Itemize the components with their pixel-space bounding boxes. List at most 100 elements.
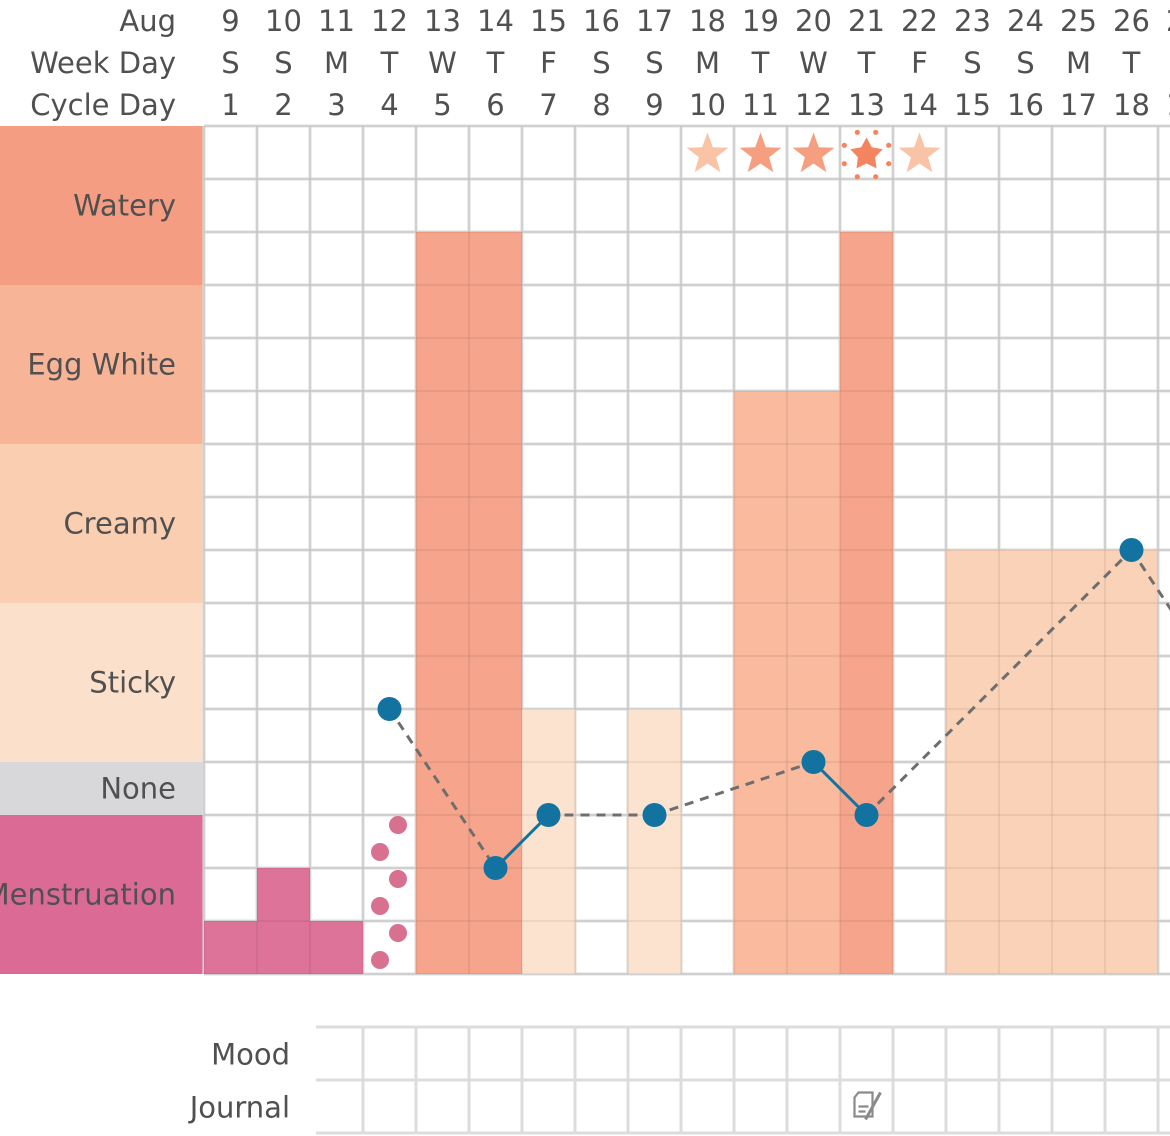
fluid-bar[interactable] bbox=[999, 550, 1052, 974]
journal-cell[interactable] bbox=[418, 1082, 467, 1131]
day-column-header[interactable]: 15 F 7 bbox=[530, 4, 567, 122]
day-column-header[interactable]: 19 T 11 bbox=[742, 4, 779, 122]
mood-cell[interactable] bbox=[471, 1029, 520, 1078]
day-column-header[interactable]: 14 T 6 bbox=[477, 4, 514, 122]
temperature-point[interactable] bbox=[854, 803, 879, 827]
day-column-header[interactable]: 23 S 15 bbox=[954, 4, 991, 122]
journal-cell[interactable] bbox=[683, 1082, 732, 1131]
fluid-bar[interactable] bbox=[840, 232, 893, 974]
cycle-day-tick-label: 16 bbox=[1007, 88, 1044, 122]
journal-cell[interactable] bbox=[1107, 1082, 1156, 1131]
fluid-bar[interactable] bbox=[1105, 550, 1158, 974]
fertility-star-light[interactable] bbox=[898, 132, 941, 173]
journal-cell[interactable] bbox=[736, 1082, 785, 1131]
temperature-point[interactable] bbox=[642, 803, 667, 827]
fertility-star-medium[interactable] bbox=[792, 132, 835, 173]
day-column-header[interactable]: 13 W 5 bbox=[424, 4, 461, 122]
day-column-header[interactable]: 22 F 14 bbox=[901, 4, 938, 122]
weekday-tick-label: T bbox=[751, 46, 770, 80]
journal-cell[interactable] bbox=[524, 1082, 573, 1131]
journal-cell[interactable] bbox=[471, 1082, 520, 1131]
fluid-bar[interactable] bbox=[946, 550, 999, 974]
fluid-bar[interactable] bbox=[522, 709, 575, 974]
day-column-header[interactable]: 21 T 13 bbox=[848, 4, 885, 122]
mood-cell[interactable] bbox=[1160, 1029, 1170, 1078]
weekday-tick-label: T bbox=[380, 46, 399, 80]
cycle-day-tick-label: 18 bbox=[1113, 88, 1150, 122]
journal-cell[interactable] bbox=[895, 1082, 944, 1131]
temperature-point[interactable] bbox=[483, 856, 508, 880]
mood-cell[interactable] bbox=[1054, 1029, 1103, 1078]
weekday-tick-label: S bbox=[1016, 46, 1034, 80]
temperature-point[interactable] bbox=[1119, 538, 1144, 562]
mood-cell[interactable] bbox=[524, 1029, 573, 1078]
mood-cell[interactable] bbox=[842, 1029, 891, 1078]
menstruation-bar[interactable] bbox=[257, 868, 310, 974]
mood-cell[interactable] bbox=[365, 1029, 414, 1078]
journal-cell[interactable] bbox=[1054, 1082, 1103, 1131]
day-column-header[interactable]: 12 T 4 bbox=[371, 4, 408, 122]
spotting-dot[interactable] bbox=[371, 951, 389, 969]
pen-icon bbox=[864, 1091, 882, 1121]
journal-cell[interactable] bbox=[1001, 1082, 1050, 1131]
weekday-tick-label: F bbox=[540, 46, 557, 80]
mood-cell[interactable] bbox=[895, 1029, 944, 1078]
mood-cell[interactable] bbox=[1107, 1029, 1156, 1078]
day-column-header[interactable]: 26 T 18 bbox=[1113, 4, 1150, 122]
date-tick-label: 20 bbox=[795, 4, 832, 38]
journal-cell[interactable] bbox=[948, 1082, 997, 1131]
mood-cell[interactable] bbox=[418, 1029, 467, 1078]
day-column-header[interactable]: 20 W 12 bbox=[795, 4, 832, 122]
burst-spark-icon bbox=[854, 174, 860, 180]
day-column-header[interactable]: 11 M 3 bbox=[318, 4, 355, 122]
mood-cell[interactable] bbox=[948, 1029, 997, 1078]
day-column-header[interactable]: 18 M 10 bbox=[689, 4, 726, 122]
cycle-day-tick-label: 19 bbox=[1166, 88, 1170, 122]
mood-cell[interactable] bbox=[577, 1029, 626, 1078]
day-column-header[interactable]: 16 S 8 bbox=[583, 4, 620, 122]
spotting-dot[interactable] bbox=[371, 897, 389, 915]
journal-cell[interactable] bbox=[1160, 1082, 1170, 1131]
journal-cell[interactable] bbox=[789, 1082, 838, 1131]
fertility-star-peak[interactable] bbox=[841, 129, 892, 180]
fluid-bar[interactable] bbox=[787, 391, 840, 974]
star-icon bbox=[739, 132, 782, 173]
mood-cell[interactable] bbox=[1001, 1029, 1050, 1078]
spotting-dot[interactable] bbox=[371, 843, 389, 861]
mood-cell[interactable] bbox=[683, 1029, 732, 1078]
day-column-header[interactable]: 17 S 9 bbox=[636, 4, 673, 122]
fluid-bar[interactable] bbox=[416, 232, 469, 974]
weekday-tick-label: M bbox=[324, 46, 349, 80]
day-column-header[interactable]: 10 S 2 bbox=[265, 4, 302, 122]
journal-cell[interactable] bbox=[577, 1082, 626, 1131]
mood-cell[interactable] bbox=[789, 1029, 838, 1078]
day-column-header[interactable]: 9 S 1 bbox=[221, 4, 239, 122]
date-tick-label: 14 bbox=[477, 4, 514, 38]
temperature-point[interactable] bbox=[536, 803, 561, 827]
temperature-point[interactable] bbox=[801, 750, 826, 774]
weekday-tick-label: T bbox=[857, 46, 876, 80]
day-column-header[interactable]: 27W19 bbox=[1166, 4, 1170, 122]
cycle-day-tick-label: 14 bbox=[901, 88, 938, 122]
fertility-star-light[interactable] bbox=[686, 132, 729, 173]
day-column-header[interactable]: 25 M 17 bbox=[1060, 4, 1097, 122]
mood-cell[interactable] bbox=[736, 1029, 785, 1078]
temperature-point[interactable] bbox=[377, 697, 402, 721]
journal-note-icon[interactable] bbox=[853, 1091, 882, 1121]
spotting-dot[interactable] bbox=[389, 924, 407, 942]
cycle-day-tick-label: 11 bbox=[742, 88, 779, 122]
fluid-bar[interactable] bbox=[628, 709, 681, 974]
menstruation-bar[interactable] bbox=[204, 921, 257, 974]
menstruation-bar[interactable] bbox=[310, 921, 363, 974]
spotting-dot[interactable] bbox=[389, 870, 407, 888]
cycle-day-tick-label: 10 bbox=[689, 88, 726, 122]
mood-cell[interactable] bbox=[630, 1029, 679, 1078]
temperature-segment bbox=[654, 760, 814, 817]
journal-cell[interactable] bbox=[365, 1082, 414, 1131]
fluid-bar[interactable] bbox=[734, 391, 787, 974]
fertility-star-medium[interactable] bbox=[739, 132, 782, 173]
spotting-dot[interactable] bbox=[389, 816, 407, 834]
journal-cell[interactable] bbox=[630, 1082, 679, 1131]
day-column-header[interactable]: 24 S 16 bbox=[1007, 4, 1044, 122]
weekday-tick-label: T bbox=[1122, 46, 1141, 80]
